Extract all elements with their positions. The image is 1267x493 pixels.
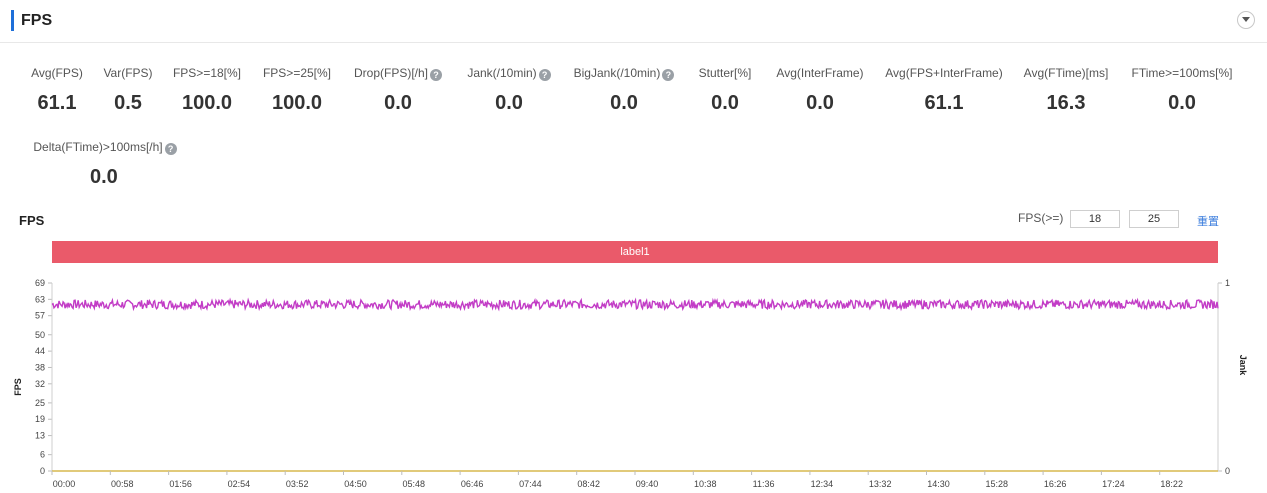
y-axis-title: FPS: [13, 378, 23, 396]
metric-avg-ftime: Avg(FTime)[ms] 16.3: [1018, 65, 1114, 115]
y-tick-label: 19: [35, 414, 45, 424]
threshold-label: FPS(>=): [1018, 211, 1064, 225]
axes: [51, 283, 1219, 471]
metric-value: 0.0: [90, 166, 118, 188]
reset-button[interactable]: 重置: [1197, 216, 1219, 228]
help-icon[interactable]: ?: [164, 143, 177, 155]
x-tick-label: 00:58: [111, 479, 134, 489]
y-tick-label: 50: [35, 330, 45, 340]
metric-ftime-ge-100: FTime>=100ms[%] 0.0: [1124, 65, 1240, 115]
y-tick-label: 57: [35, 311, 45, 321]
y-tick-label: 25: [35, 398, 45, 408]
metric-fps-ge-25: FPS>=25[%] 100.0: [255, 65, 339, 115]
help-icon[interactable]: ?: [430, 69, 442, 81]
metric-value: 0.5: [114, 92, 142, 114]
metric-label: FPS>=25[%]: [262, 66, 332, 80]
label-band: label1: [52, 241, 1218, 263]
metric-value: 0.0: [711, 92, 739, 114]
metric-avg-fps: Avg(FPS) 61.1: [22, 65, 92, 115]
metric-avg-fps-interframe: Avg(FPS+InterFrame) 61.1: [880, 65, 1008, 115]
x-tick-label: 13:32: [869, 479, 892, 489]
metric-label: Avg(InterFrame): [776, 66, 864, 80]
metric-label: Avg(FPS): [31, 66, 83, 80]
y-axis-labels: 0 6 13 19 25 32 38 44 50 57 63 69 0 1: [35, 278, 1230, 476]
x-tick-label: 18:22: [1160, 479, 1183, 489]
x-tick-label: 02:54: [228, 479, 251, 489]
y-tick-label: 0: [40, 466, 45, 476]
x-tick-label: 12:34: [811, 479, 834, 489]
metric-label: FTime>=100ms[%]: [1131, 66, 1233, 80]
metric-delta-ftime: Delta(FTime)>100ms[/h]? 0.0: [28, 139, 182, 189]
metric-label: FPS>=18[%]: [172, 66, 242, 80]
y-tick-label: 6: [40, 450, 45, 460]
metric-label: Jank(/10min)?: [457, 65, 561, 81]
y2-axis-title: Jank: [1238, 355, 1248, 377]
metric-value: 100.0: [181, 92, 233, 114]
metric-stutter: Stutter[%] 0.0: [690, 65, 760, 115]
chevron-down-icon: [1242, 17, 1250, 22]
x-tick-label: 15:28: [986, 479, 1009, 489]
metric-avg-interframe: Avg(InterFrame) 0.0: [767, 65, 873, 115]
metric-label: Avg(FTime)[ms]: [1023, 66, 1109, 80]
x-tick-label: 10:38: [694, 479, 717, 489]
metric-value: 0.0: [495, 92, 523, 114]
metric-label: Drop(FPS)[/h]?: [348, 65, 448, 81]
x-tick-label: 14:30: [927, 479, 950, 489]
collapse-button[interactable]: [1237, 11, 1255, 29]
y2-tick-label: 1: [1225, 278, 1230, 288]
y-tick-label: 63: [35, 294, 45, 304]
x-tick-label: 00:00: [53, 479, 76, 489]
y-tick-label: 32: [35, 379, 45, 389]
section-header: FPS: [0, 0, 1267, 43]
threshold-input-1[interactable]: [1070, 210, 1120, 228]
x-tick-label: 16:26: [1044, 479, 1067, 489]
y-tick-label: 44: [35, 346, 45, 356]
metric-jank: Jank(/10min)? 0.0: [457, 65, 561, 115]
help-icon[interactable]: ?: [538, 69, 551, 81]
metric-value: 61.1: [37, 92, 77, 114]
metric-var-fps: Var(FPS) 0.5: [97, 65, 159, 115]
metric-value: 61.1: [924, 92, 964, 114]
y-tick-label: 38: [35, 362, 45, 372]
section-accent-bar: [11, 10, 14, 31]
x-tick-label: 11:36: [753, 479, 775, 489]
metric-label: BigJank(/10min)?: [566, 65, 682, 81]
x-tick-label: 05:48: [403, 479, 426, 489]
section-title: FPS: [21, 12, 53, 29]
y-tick-label: 13: [35, 431, 45, 441]
metric-value: 16.3: [1046, 92, 1086, 114]
y2-tick-label: 0: [1225, 466, 1230, 476]
metric-drop-fps: Drop(FPS)[/h]? 0.0: [348, 65, 448, 115]
fps-series-line: [51, 297, 1219, 312]
metric-value: 0.0: [806, 92, 834, 114]
metric-label: Delta(FTime)>100ms[/h]?: [28, 139, 182, 155]
chart-title: FPS: [19, 213, 45, 228]
x-tick-label: 03:52: [286, 479, 309, 489]
x-tick-label: 07:44: [519, 479, 542, 489]
x-axis-labels: 00:00 00:58 01:56 02:54 03:52 04:50 05:48 06:46…: [51, 471, 1183, 489]
fps-line-chart: 0 6 13 19 25 32 38 44 50 57 63 69 0 1 00:00 00:58 01:56…: [13, 278, 1248, 489]
threshold-input-2[interactable]: [1129, 210, 1179, 228]
x-tick-label: 09:40: [636, 479, 659, 489]
metric-value: 100.0: [271, 92, 323, 114]
metric-label: Stutter[%]: [698, 66, 752, 80]
metric-bigjank: BigJank(/10min)? 0.0: [566, 65, 682, 115]
y-tick-label: 69: [35, 278, 45, 288]
help-icon[interactable]: ?: [662, 69, 675, 81]
x-tick-label: 04:50: [344, 479, 367, 489]
metric-value: 0.0: [1168, 92, 1196, 114]
metric-label: Avg(FPS+InterFrame): [885, 66, 1003, 80]
x-tick-label: 06:46: [461, 479, 484, 489]
metric-label: Var(FPS): [103, 66, 153, 80]
x-tick-label: 08:42: [577, 479, 600, 489]
series: [51, 297, 1219, 472]
metric-fps-ge-18: FPS>=18[%] 100.0: [165, 65, 249, 115]
metric-value: 0.0: [384, 92, 412, 114]
x-tick-label: 01:56: [169, 479, 192, 489]
metric-value: 0.0: [610, 92, 638, 114]
x-tick-label: 17:24: [1102, 479, 1125, 489]
